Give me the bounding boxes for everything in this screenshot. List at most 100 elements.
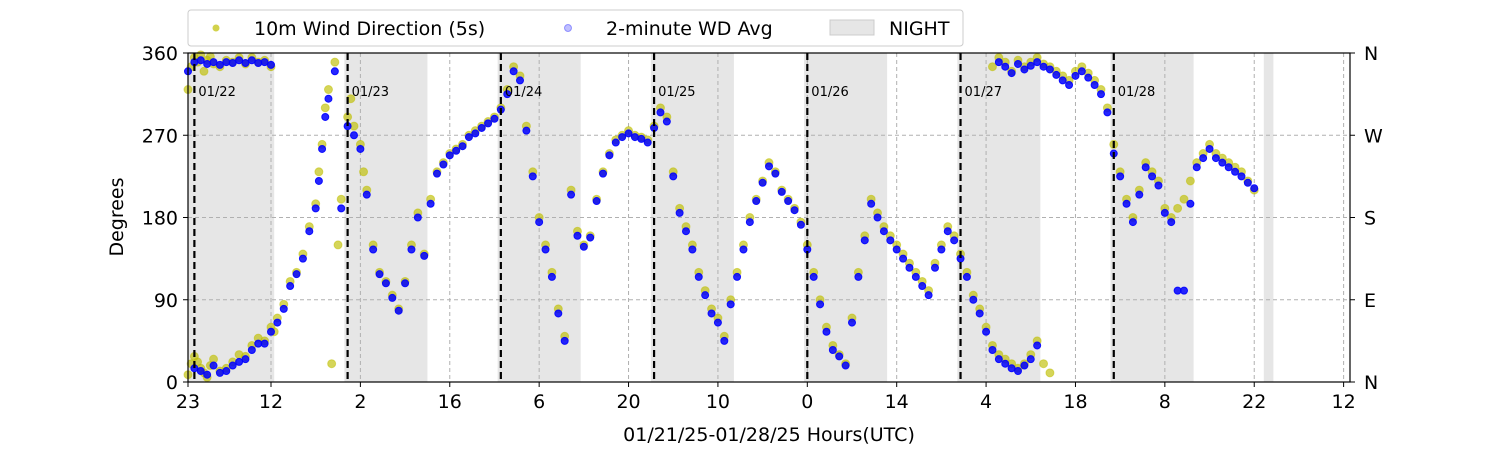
- day-label-3: 01/25: [658, 85, 695, 100]
- x-tick-label-10: 18: [1063, 391, 1087, 413]
- wd-avg-point-63: [490, 114, 499, 123]
- wd-avg-point-99: [720, 336, 729, 345]
- wd-avg-point-96: [701, 291, 710, 300]
- wd-avg-point-161: [1071, 71, 1080, 80]
- wd-avg-point-127: [899, 254, 908, 263]
- legend: 10m Wind Direction (5s) 2-minute WD Avg …: [187, 9, 964, 47]
- wd-avg-point-141: [988, 346, 997, 355]
- right-tick-label-4: N: [1364, 43, 1378, 65]
- wind-direction-point-56: [359, 167, 369, 177]
- wd-avg-point-188: [1243, 178, 1252, 187]
- y-tick-label-0: 0: [166, 372, 178, 394]
- day-label-1: 01/23: [352, 85, 389, 100]
- wd-avg-point-160: [1065, 80, 1074, 89]
- wd-avg-point-140: [982, 327, 991, 336]
- wd-avg-point-185: [1224, 163, 1233, 172]
- wd-avg-point-147: [1026, 355, 1035, 364]
- wd-avg-point-118: [841, 361, 850, 370]
- wd-avg-point-76: [573, 231, 582, 240]
- wd-avg-point-49: [401, 279, 410, 288]
- wd-avg-point-126: [892, 245, 901, 254]
- wind-direction-point-44: [314, 167, 324, 177]
- x-tick-label-12: 22: [1242, 391, 1266, 413]
- wd-avg-point-67: [516, 76, 524, 85]
- wd-avg-point-56: [445, 151, 454, 160]
- wd-avg-point-23: [247, 346, 256, 355]
- wd-avg-point-46: [381, 279, 390, 288]
- wd-avg-point-110: [790, 206, 799, 215]
- wd-avg-point-57: [452, 146, 461, 155]
- wind-direction-point-195: [1179, 194, 1189, 204]
- wd-avg-point-170: [1128, 218, 1137, 227]
- wd-avg-point-62: [484, 119, 493, 128]
- wd-avg-point-82: [611, 138, 620, 147]
- right-tick-label-1: E: [1364, 290, 1376, 312]
- y-tick-label-1: 90: [154, 290, 178, 312]
- x-axis-ticks: 23 12 2 16 6 20 10 0 14 4 18 8 22 12: [176, 382, 1356, 413]
- wd-avg-point-31: [298, 254, 307, 263]
- night-band-6: [1110, 53, 1194, 382]
- wd-avg-point-109: [784, 197, 793, 206]
- x-tick-label-6: 10: [706, 391, 730, 413]
- wd-avg-point-115: [822, 327, 831, 336]
- wd-avg-point-47: [388, 293, 397, 302]
- wd-avg-point-133: [937, 245, 946, 254]
- wd-avg-point-162: [1077, 67, 1086, 76]
- day-label-0: 01/22: [198, 85, 235, 100]
- wd-avg-point-38: [330, 67, 339, 76]
- wd-avg-point-151: [1007, 69, 1016, 78]
- wd-avg-point-131: [924, 291, 933, 300]
- wd-avg-point-25: [260, 339, 269, 348]
- wd-avg-point-39: [337, 204, 346, 213]
- wd-avg-point-146: [1020, 361, 1029, 370]
- wind-direction-point-49: [327, 359, 337, 369]
- legend-label-wd-avg: 2-minute WD Avg: [606, 18, 773, 40]
- wd-avg-point-83: [618, 133, 627, 142]
- wd-avg-point-73: [554, 309, 563, 318]
- wd-avg-point-134: [943, 227, 952, 236]
- wd-avg-point-152: [1014, 59, 1022, 68]
- x-tick-label-1: 12: [259, 391, 283, 413]
- wd-avg-point-174: [1154, 181, 1163, 190]
- wd-avg-point-142: [994, 355, 1003, 364]
- x-tick-label-2: 2: [354, 391, 366, 413]
- wd-avg-point-114: [816, 300, 825, 309]
- wd-avg-point-19: [222, 367, 231, 376]
- wd-avg-point-165: [1097, 90, 1105, 99]
- wd-avg-point-92: [675, 208, 684, 217]
- wd-avg-point-116: [828, 346, 837, 355]
- wd-avg-point-66: [509, 67, 518, 76]
- wd-avg-point-106: [765, 162, 773, 171]
- wd-avg-point-34: [314, 176, 323, 185]
- wd-avg-point-6: [222, 58, 231, 67]
- wd-avg-point-84: [624, 129, 633, 138]
- x-tick-label-0: 23: [176, 391, 200, 413]
- wd-avg-point-59: [464, 133, 473, 142]
- wd-avg-point-103: [745, 218, 754, 227]
- wd-avg-point-111: [796, 220, 805, 229]
- wd-avg-point-81: [605, 151, 614, 160]
- wd-avg-point-33: [311, 204, 320, 213]
- wd-avg-point-108: [777, 187, 786, 196]
- wind-direction-point-164: [1045, 368, 1055, 378]
- wd-avg-point-150: [1001, 62, 1010, 71]
- wind-direction-point-46: [320, 103, 330, 113]
- wd-avg-point-45: [375, 270, 384, 279]
- wd-avg-point-172: [1141, 163, 1150, 172]
- wd-avg-point-52: [420, 251, 429, 260]
- wd-avg-point-169: [1122, 199, 1131, 208]
- wd-avg-point-91: [669, 172, 678, 181]
- right-tick-label-0: N: [1364, 372, 1378, 394]
- legend-frame: [187, 9, 964, 47]
- day-marker-lines: 01/22 01/23 01/24 01/25 01/26 01/27 01/28: [193, 53, 1155, 382]
- wd-avg-point-124: [879, 227, 888, 236]
- wd-avg-point-93: [682, 227, 690, 236]
- wd-avg-point-184: [1218, 158, 1227, 167]
- wind-direction-point-5: [199, 66, 209, 76]
- wd-avg-point-173: [1148, 172, 1157, 181]
- wd-avg-point-181: [1199, 154, 1208, 163]
- wd-avg-point-27: [273, 318, 282, 327]
- wd-avg-point-125: [886, 236, 895, 245]
- wd-avg-point-74: [560, 336, 569, 345]
- legend-marker-wd-avg: [564, 24, 572, 32]
